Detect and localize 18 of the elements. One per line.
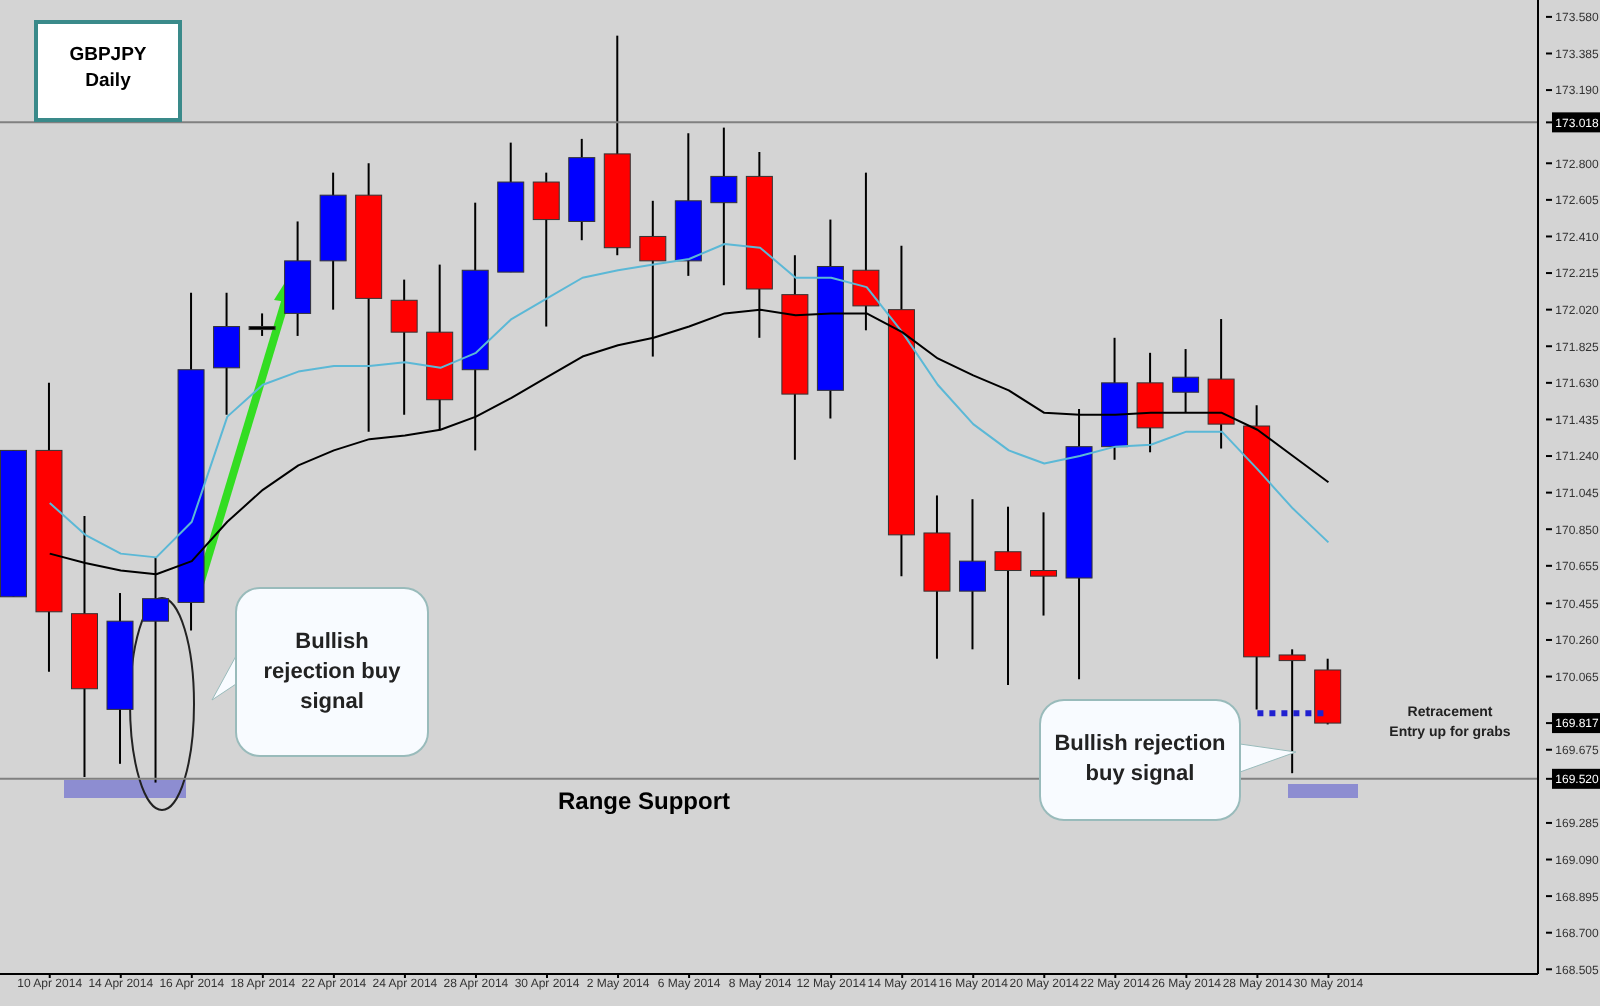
annotation: Bullish rejection buy signal bbox=[1052, 730, 1228, 790]
candlestick bbox=[958, 498, 986, 651]
candlestick bbox=[1030, 511, 1058, 617]
candlestick bbox=[1172, 348, 1200, 414]
candlestick bbox=[1207, 318, 1235, 450]
candlestick bbox=[213, 291, 241, 416]
candlestick bbox=[710, 126, 738, 287]
candlestick bbox=[1278, 648, 1306, 775]
text: Daily bbox=[83, 68, 133, 94]
candlestick bbox=[532, 171, 560, 328]
line-series bbox=[48, 242, 1330, 559]
candlestick bbox=[248, 312, 276, 337]
text: GBPJPY bbox=[67, 42, 149, 68]
annotation: Bullish rejection buy signal bbox=[261, 627, 403, 717]
ref-line-label: Range Support bbox=[558, 786, 730, 815]
candlestick bbox=[390, 278, 418, 416]
candlestick bbox=[994, 505, 1022, 686]
candlestick bbox=[1136, 351, 1164, 454]
